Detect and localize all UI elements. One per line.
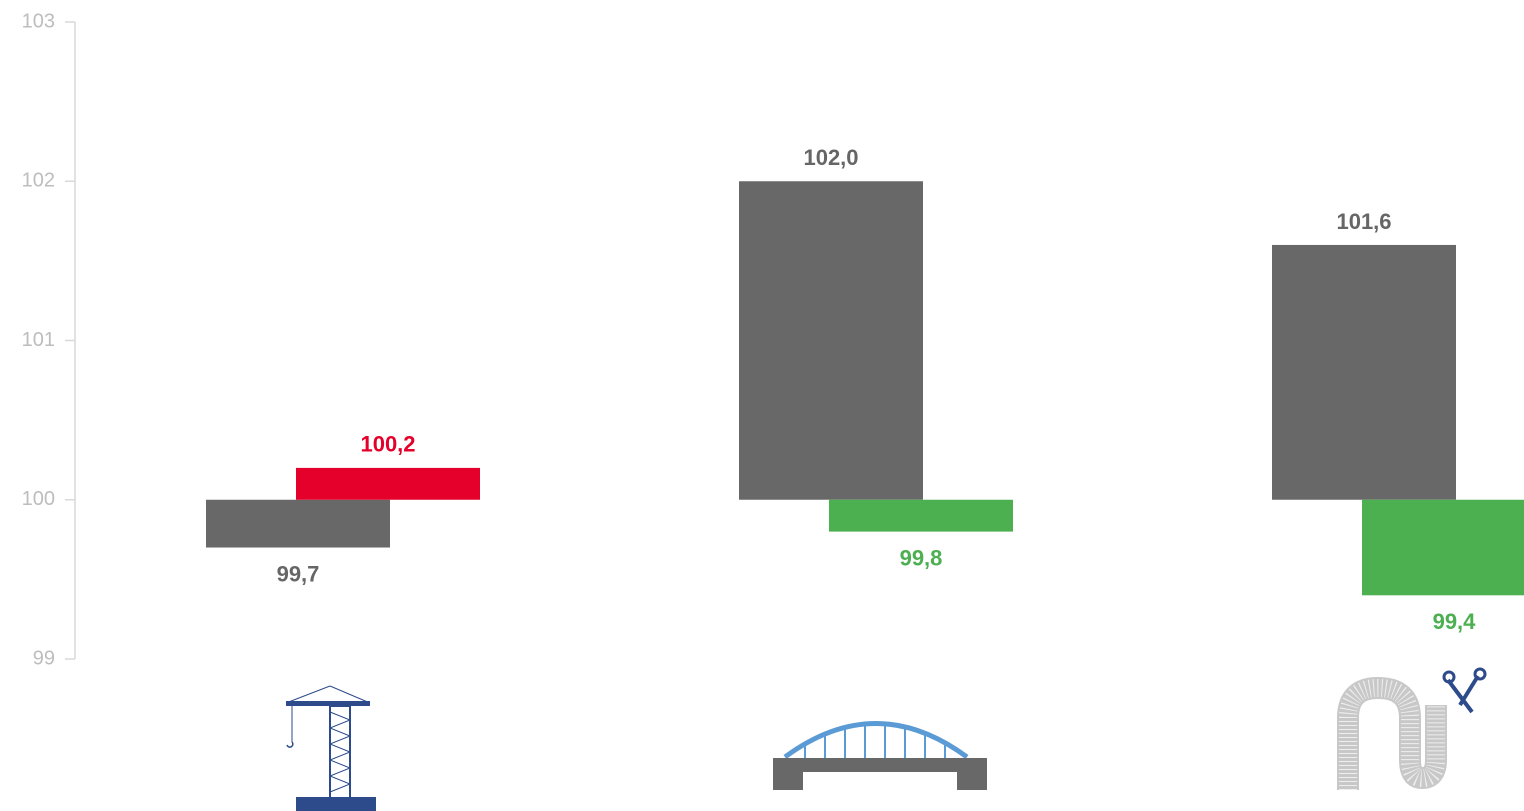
value-label: 99,7 (277, 561, 320, 586)
y-tick-label: 100 (22, 488, 55, 510)
value-label: 99,8 (900, 545, 943, 570)
y-tick-label: 101 (22, 329, 55, 351)
value-label: 100,2 (360, 432, 415, 457)
bridge-icon (773, 721, 987, 790)
y-tick-label: 102 (22, 170, 55, 192)
bar (1362, 499, 1524, 596)
pipe-icon (1337, 667, 1487, 790)
y-tick-label: 103 (22, 10, 55, 32)
value-label: 101,6 (1336, 209, 1391, 234)
value-label: 99,4 (1433, 609, 1477, 634)
value-label: 102,0 (803, 145, 858, 170)
bar (296, 467, 480, 500)
bar (1272, 244, 1456, 500)
bar (739, 181, 923, 500)
bar (829, 499, 1013, 532)
bar (206, 499, 390, 548)
y-tick-label: 99 (33, 647, 55, 669)
crane-icon (285, 685, 376, 811)
